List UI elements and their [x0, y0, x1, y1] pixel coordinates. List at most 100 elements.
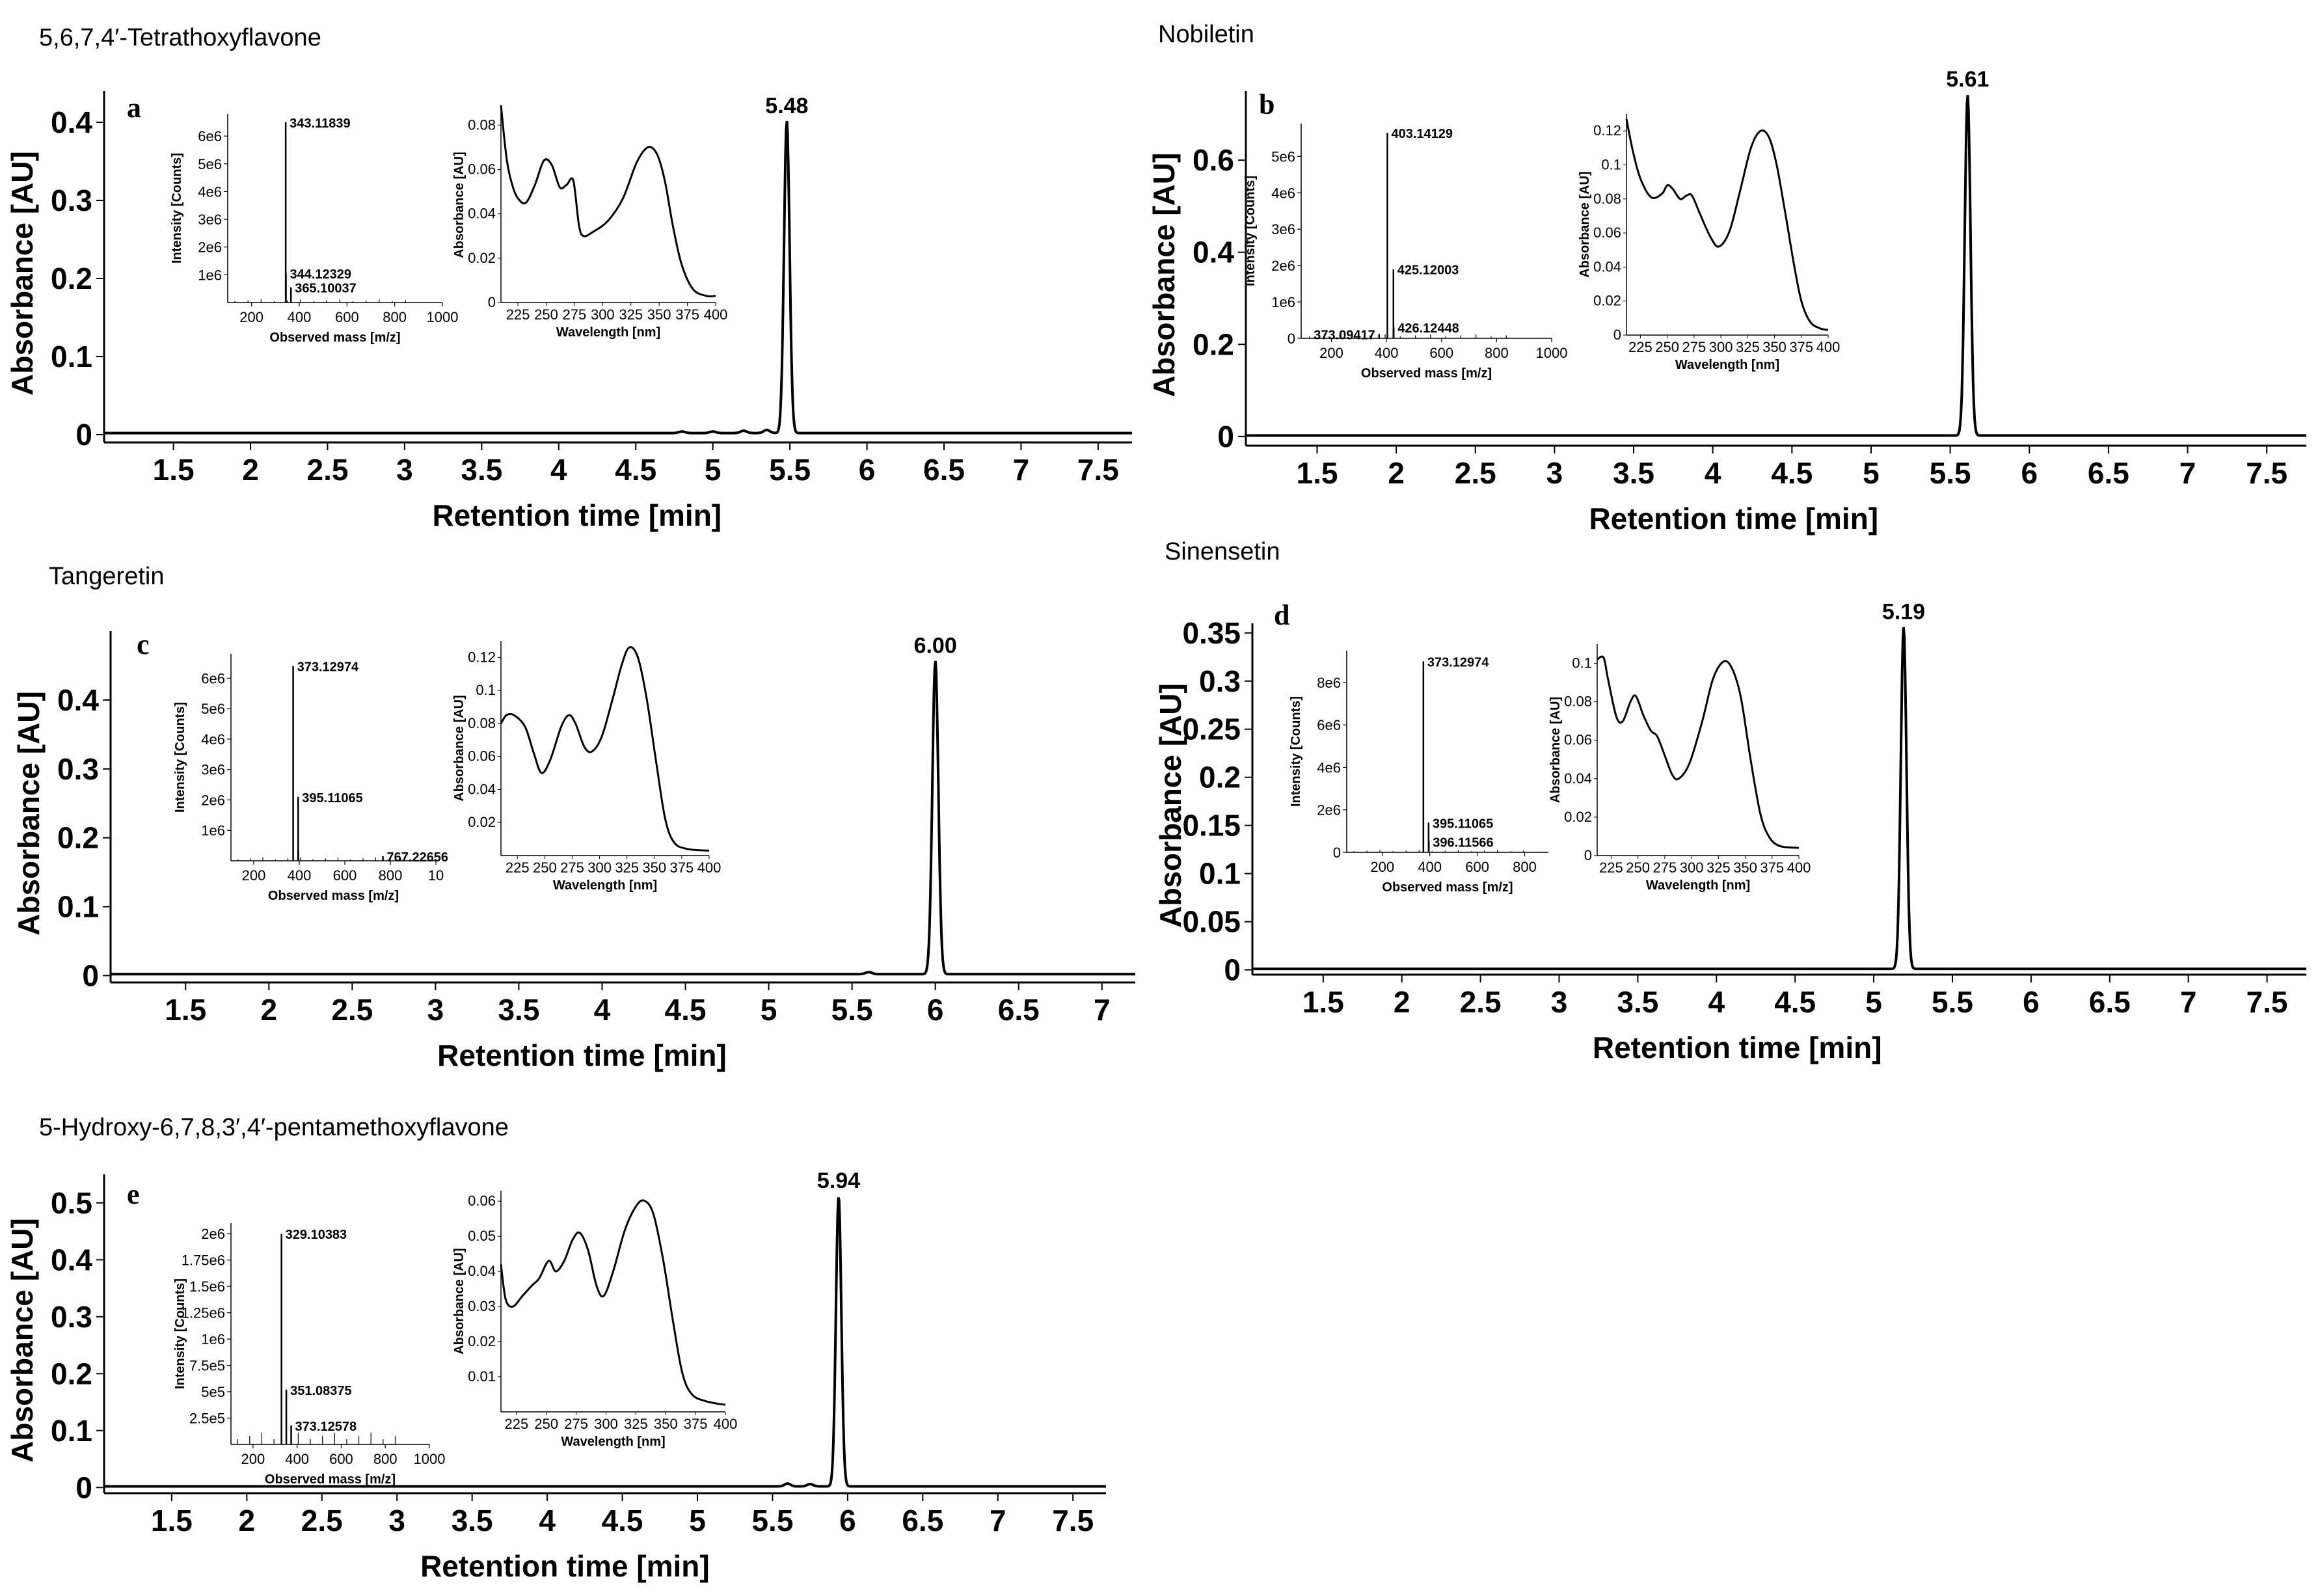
panel-letter: a — [127, 92, 141, 124]
ms-y-tick-label: 1e6 — [198, 267, 222, 283]
ms-x-tick-label: 400 — [1418, 859, 1442, 875]
x-tick-label: 6.5 — [2089, 985, 2131, 1019]
ms-y-tick-label: 2e6 — [201, 1226, 225, 1242]
x-axis-label: Retention time [min] — [1589, 502, 1878, 535]
panel-letter: b — [1259, 88, 1275, 120]
ms-y-tick-label: 5e5 — [201, 1384, 225, 1400]
ms-inset: 200 400 600 800 10 1e6 2e6 3e6 4e6 5e6 6e6 Observed… — [173, 654, 448, 903]
x-tick-label: 2 — [242, 453, 259, 487]
compound-title: Tangeretin — [49, 563, 164, 590]
ms-y-tick-label: 6e6 — [201, 670, 225, 686]
x-tick-label: 3.5 — [498, 993, 539, 1027]
y-tick-label: 0.35 — [1182, 616, 1241, 650]
uv-y-tick-label: 0.02 — [468, 814, 496, 830]
uv-y-tick-label: 0.04 — [1564, 770, 1592, 787]
peak-label: 5.19 — [1882, 599, 1925, 624]
ms-y-tick-label: 1.5e6 — [189, 1278, 225, 1295]
y-axis-label: Absorbance [AU] — [12, 691, 46, 936]
uv-x-tick-label: 350 — [642, 859, 666, 876]
x-tick-label: 4.5 — [615, 453, 656, 487]
uv-x-axis-label: Wavelength [nm] — [1675, 358, 1779, 372]
ms-x-tick-label: 800 — [1485, 345, 1509, 361]
ms-x-tick-label: 600 — [329, 1451, 353, 1467]
x-tick-label: 4.5 — [1771, 456, 1813, 490]
uv-x-tick-label: 325 — [624, 1416, 648, 1432]
x-tick-label: 3 — [1551, 985, 1568, 1019]
x-tick-label: 2 — [260, 993, 277, 1027]
ms-x-axis-label: Observed mass [m/z] — [268, 889, 399, 903]
x-tick-label: 5 — [1863, 456, 1880, 490]
y-tick-label: 0.15 — [1182, 809, 1241, 843]
uv-y-tick-label: 0.08 — [1593, 191, 1621, 207]
x-tick-label: 7 — [1094, 993, 1111, 1027]
x-tick-label: 5 — [761, 993, 777, 1027]
uv-inset: 225 250 275 300 325 350 375 400 0.01 0.02 0.03 0.04… — [452, 1191, 737, 1449]
x-tick-label: 4 — [594, 993, 611, 1027]
uv-x-tick-label: 300 — [1709, 339, 1733, 355]
uv-y-tick-label: 0.04 — [468, 206, 496, 222]
y-tick-label: 0.3 — [51, 1300, 92, 1334]
uv-y-tick-label: 0.1 — [1572, 655, 1592, 671]
uv-x-tick-label: 350 — [1762, 339, 1787, 355]
ms-y-tick-label: 6e6 — [198, 128, 222, 144]
x-tick-label: 7.5 — [2246, 985, 2288, 1019]
ms-x-tick-label: 200 — [1370, 859, 1394, 875]
uv-y-tick-label: 0.06 — [468, 161, 496, 177]
uv-y-axis-label: Absorbance [AU] — [452, 1248, 466, 1354]
uv-x-tick-label: 225 — [506, 306, 530, 323]
ms-x-tick-label: 600 — [335, 309, 359, 325]
x-tick-label: 6.5 — [902, 1504, 943, 1537]
uv-x-axis-label: Wavelength [nm] — [561, 1435, 665, 1449]
y-tick-label: 0.2 — [1199, 761, 1241, 794]
y-tick-label: 0.1 — [51, 1414, 92, 1448]
x-tick-label: 1.5 — [165, 993, 206, 1027]
ms-x-tick-label: 600 — [333, 867, 357, 884]
ms-x-tick-label: 400 — [288, 867, 312, 884]
ms-x-tick-label: 400 — [285, 1451, 309, 1467]
uv-y-axis-label: Absorbance [AU] — [1548, 697, 1563, 803]
uv-y-axis-label: Absorbance [AU] — [1578, 171, 1592, 277]
uv-y-tick-label: 0.08 — [468, 116, 496, 133]
uv-x-tick-label: 275 — [563, 306, 587, 323]
uv-y-tick-label: 0.04 — [468, 1263, 496, 1279]
x-tick-label: 3.5 — [461, 453, 502, 487]
uv-spectrum-curve — [500, 1199, 726, 1406]
x-tick-label: 5.5 — [1930, 456, 1971, 490]
x-tick-label: 6.5 — [998, 993, 1040, 1027]
ms-x-tick-label: 400 — [1375, 345, 1399, 361]
x-tick-label: 7.5 — [2246, 456, 2287, 490]
uv-x-tick-label: 225 — [1628, 339, 1652, 355]
ms-peak-label: 426.12448 — [1397, 321, 1459, 336]
x-tick-label: 7 — [2180, 985, 2197, 1019]
x-tick-label: 2.5 — [331, 993, 373, 1027]
peak-label: 5.94 — [817, 1169, 860, 1193]
x-tick-label: 2.5 — [1460, 985, 1502, 1019]
uv-inset: 225 250 275 300 325 350 375 400 0 0.02 0.04 0.06 0.0… — [452, 105, 727, 340]
ms-y-tick-label: 4e6 — [1271, 185, 1295, 201]
uv-spectrum-curve — [500, 646, 710, 852]
uv-y-axis-label: Absorbance [AU] — [452, 152, 466, 258]
ms-peak-label: 351.08375 — [290, 1384, 352, 1398]
ms-x-axis-label: Observed mass [m/z] — [1361, 366, 1492, 381]
uv-y-tick-label: 0.08 — [468, 715, 496, 731]
ms-x-axis-label: Observed mass [m/z] — [1382, 880, 1513, 895]
panel-letter: d — [1274, 599, 1289, 631]
peak-label: 6.00 — [914, 634, 957, 658]
y-tick-label: 0.2 — [57, 821, 99, 855]
chromatogram-trace — [104, 120, 1132, 435]
uv-y-tick-label: 0.05 — [468, 1228, 496, 1244]
y-tick-label: 0.1 — [1199, 857, 1241, 891]
uv-x-tick-label: 350 — [654, 1416, 678, 1432]
x-tick-label: 5.5 — [831, 993, 873, 1027]
ms-peak-label: 403.14129 — [1391, 127, 1453, 141]
ms-y-tick-label: 7.5e5 — [189, 1358, 225, 1374]
ms-x-tick-label: 200 — [1319, 345, 1343, 361]
ms-peak-label: 395.11065 — [1433, 817, 1493, 831]
x-tick-label: 6 — [2021, 456, 2038, 490]
ms-x-tick-label: 10 — [428, 867, 444, 884]
ms-peak-label: 395.11065 — [302, 791, 362, 805]
ms-y-tick-label: 4e6 — [201, 731, 225, 748]
uv-x-tick-label: 250 — [1655, 339, 1679, 355]
ms-peak-label: 329.10383 — [286, 1228, 347, 1242]
y-tick-label: 0.25 — [1182, 712, 1241, 746]
